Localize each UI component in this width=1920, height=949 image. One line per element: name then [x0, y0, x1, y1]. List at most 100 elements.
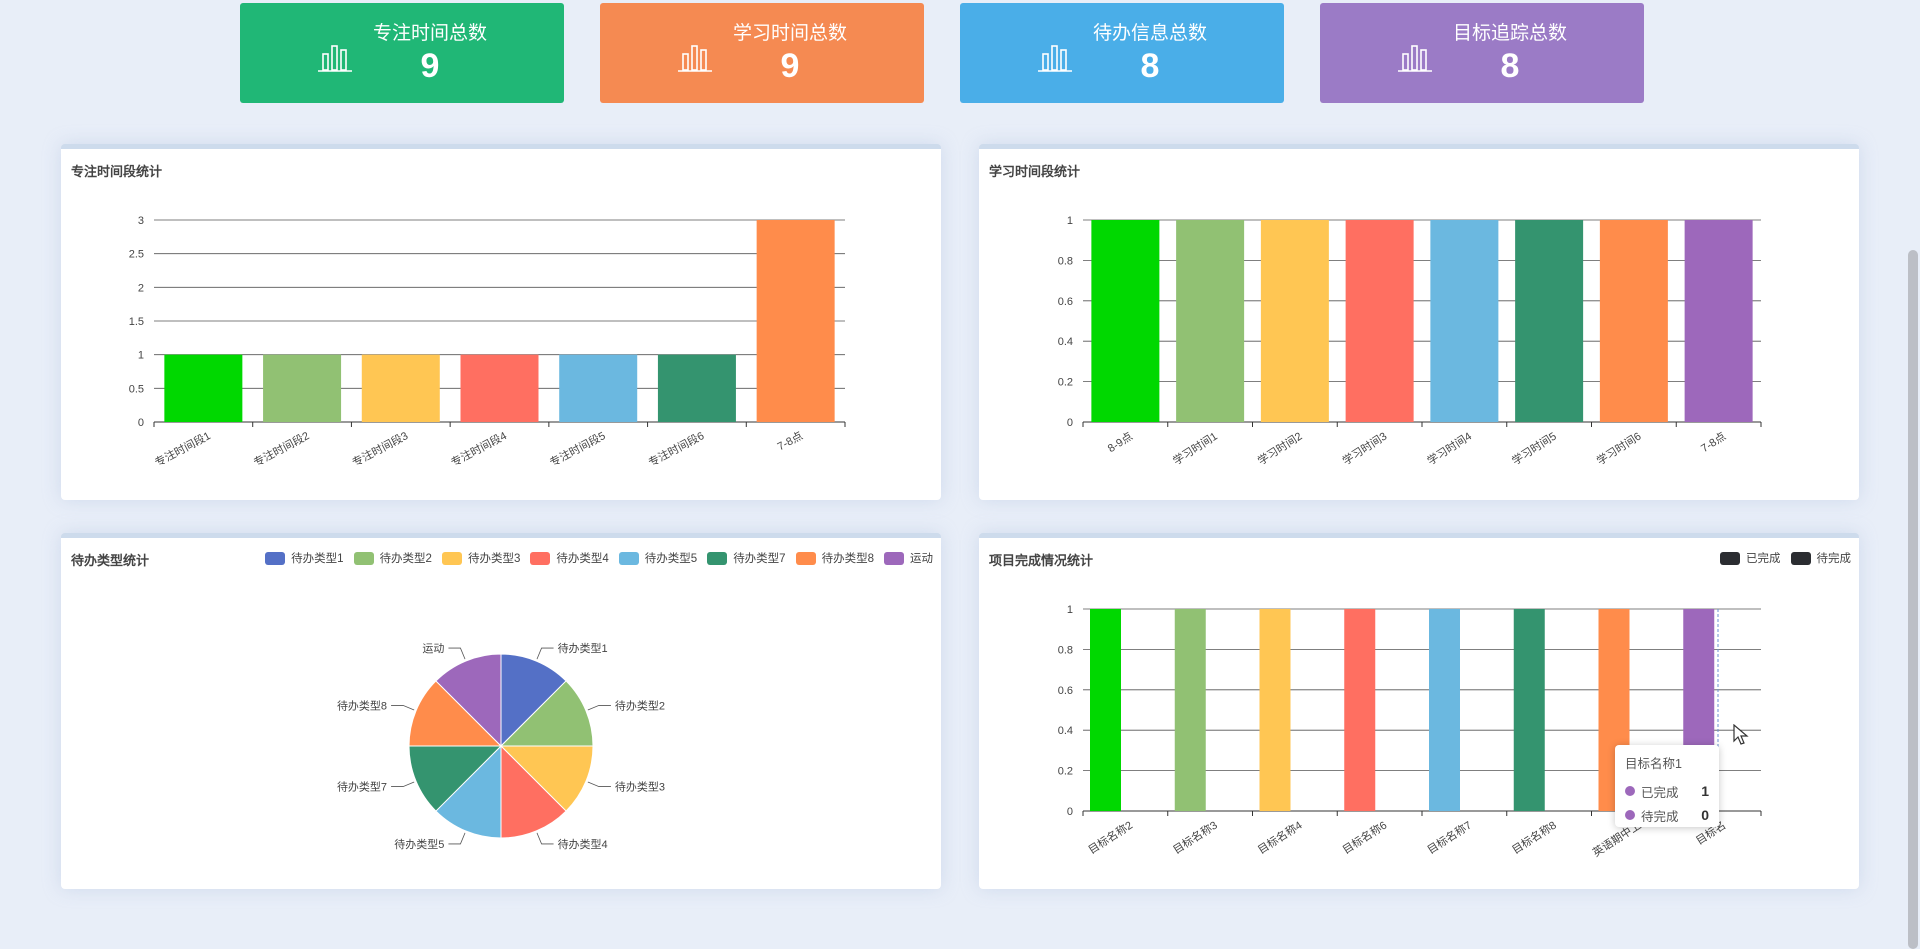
bar [1513, 609, 1545, 811]
bar-chart-icon [677, 40, 713, 72]
panel-title: 专注时间段统计 [71, 164, 163, 179]
completion-legend: 已完成 待完成 [1710, 550, 1851, 566]
y-tick-label: 1 [138, 350, 144, 362]
tooltip-series-name: 已完成 [1641, 785, 1679, 800]
legend-label: 已完成 [1746, 553, 1781, 565]
tooltip-value: 0 [1701, 807, 1709, 823]
bar [1176, 220, 1245, 422]
legend-label: 待办类型7 [733, 553, 786, 565]
panel-title: 项目完成情况统计 [989, 553, 1094, 568]
stat-label: 学习时间总数 [732, 23, 847, 44]
focus-time-bar-chart: 0 0.5 1 1.5 2 2.5 3 专注时间段1 专注时间段2 专注时间段3 专注时间段4 专注时… [129, 215, 846, 469]
legend-label: 待办类型2 [379, 553, 432, 565]
x-tick-label: 目标名称7 [1424, 818, 1474, 857]
x-tick-label: 目标名称3 [1170, 818, 1220, 857]
project-completion-panel: 项目完成情况统计 已完成 待完成 0 0.2 0.4 0.6 0.8 1 目标名称2 目标名称… [979, 533, 1859, 889]
tooltip-dot [1625, 786, 1635, 796]
bar [1515, 220, 1584, 422]
y-tick-label: 0.5 [129, 383, 144, 395]
y-tick-label: 0 [1067, 417, 1073, 429]
x-tick-label: 学习时间1 [1170, 429, 1220, 468]
page-scrollbar[interactable] [1908, 250, 1918, 949]
legend-label: 待办类型4 [556, 553, 609, 565]
bar [1684, 220, 1753, 422]
stat-label: 待办信息总数 [1092, 23, 1207, 44]
todo-type-pie-chart: 待办类型1 待办类型2 待办类型3 待办类型4 待办类型5 待办类型7 待办类型8 运动 [337, 641, 665, 851]
stat-card-focus-total: 专注时间总数 9 [240, 3, 564, 103]
legend-swatch [795, 551, 816, 565]
x-tick-label: 专注时间段3 [350, 428, 411, 469]
legend-item[interactable]: 待办类型5 [618, 550, 698, 566]
focus-time-panel: 专注时间段统计 0 0.5 1 1.5 2 2.5 3 专注时间段1 专注时间段2 专注时间段3 专… [61, 144, 941, 500]
y-tick-label: 1 [1067, 604, 1073, 616]
legend-swatch [265, 551, 286, 565]
bar [1260, 220, 1329, 422]
legend-swatch [1790, 551, 1811, 565]
stat-value: 9 [780, 47, 800, 85]
stat-value: 8 [1140, 47, 1160, 85]
stat-card-study-total: 学习时间总数 9 [600, 3, 924, 103]
pie-slice [435, 744, 502, 839]
bar-chart-icon [317, 40, 353, 72]
study-time-panel: 学习时间段统计 0 0.2 0.4 0.6 0.8 1 8-9点 学习时间1 学习时间2 学习时间… [979, 144, 1859, 500]
tooltip-row-completed: 已完成 1 [1625, 779, 1709, 803]
x-tick-label: 目标名称6 [1340, 818, 1390, 857]
pie-slice-label: 待办类型7 [337, 780, 387, 794]
bar [1174, 609, 1206, 811]
pie-slice [408, 745, 503, 812]
pie-label-line [536, 832, 554, 845]
pie-slice-label: 待办类型2 [615, 698, 665, 712]
bar [1090, 609, 1121, 811]
legend-item[interactable]: 待办类型7 [707, 550, 786, 566]
panel-title: 待办类型统计 [71, 553, 150, 568]
panel-title: 学习时间段统计 [989, 164, 1081, 179]
bar [361, 354, 440, 422]
y-tick-label: 1.5 [129, 316, 144, 328]
pie-slice [500, 653, 567, 748]
bar [460, 354, 539, 422]
bar [263, 354, 342, 422]
stat-value: 9 [420, 47, 440, 85]
pie-label-line [587, 781, 611, 787]
bar [1091, 220, 1160, 422]
y-tick-label: 0.2 [1058, 377, 1073, 389]
pie-slice-label: 待办类型4 [558, 837, 608, 851]
x-tick-label: 7-8点 [1699, 430, 1729, 456]
tooltip-title: 目标名称1 [1625, 757, 1682, 771]
legend-item[interactable]: 运动 [884, 550, 933, 566]
bar [164, 354, 243, 422]
legend-item[interactable]: 待办类型1 [265, 550, 344, 566]
legend-item[interactable]: 待办类型4 [530, 550, 609, 566]
y-tick-label: 1 [1067, 215, 1073, 227]
pie-label-line [448, 647, 466, 660]
legend-swatch [353, 551, 374, 565]
legend-item[interactable]: 待办类型8 [795, 550, 874, 566]
bar [559, 354, 638, 422]
x-tick-label: 目标名称2 [1085, 818, 1135, 857]
pie-label-line [587, 705, 611, 711]
pie-legend: 待办类型1 待办类型2 待办类型3 待办类型4 待办类型5 待办类型7 待办类型8 运动 [255, 550, 933, 566]
x-tick-label: 学习时间3 [1340, 429, 1390, 468]
legend-item[interactable]: 待办类型2 [353, 550, 432, 566]
bar [657, 354, 736, 422]
legend-item-pending[interactable]: 待完成 [1790, 550, 1851, 566]
pie-label-line [391, 705, 415, 711]
legend-label: 待办类型1 [291, 553, 344, 565]
x-tick-label: 学习时间6 [1594, 429, 1644, 468]
legend-label: 待办类型5 [644, 553, 698, 565]
y-tick-label: 0.8 [1058, 644, 1073, 656]
y-tick-label: 0.4 [1058, 725, 1073, 737]
legend-item-completed[interactable]: 已完成 [1720, 550, 1781, 566]
pie-slice [408, 680, 503, 747]
x-tick-label: 目标名称8 [1509, 818, 1559, 857]
bar-chart-icon [1037, 40, 1073, 72]
y-tick-label: 2.5 [129, 249, 144, 261]
stat-label: 专注时间总数 [372, 23, 487, 44]
legend-item[interactable]: 待办类型3 [441, 550, 520, 566]
pie-slice-label: 待办类型1 [558, 641, 608, 655]
y-tick-label: 0 [1067, 806, 1073, 818]
pie-slice [435, 653, 502, 748]
pie-label-line [536, 647, 554, 660]
bar [1429, 609, 1460, 811]
bar [1599, 220, 1668, 422]
